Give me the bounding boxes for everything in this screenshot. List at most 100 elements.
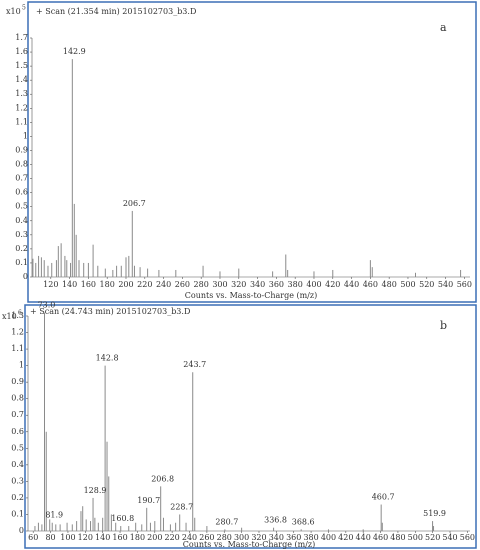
x-tick-label: 400	[306, 280, 321, 289]
x-tick-label: 220	[165, 533, 180, 542]
x-tick-label: 340	[250, 280, 265, 289]
peak-label: 280.7	[215, 517, 238, 526]
y-tick-label: 0.4	[15, 216, 28, 225]
y-tick-label: 0.8	[15, 160, 28, 169]
peak-label: 519.9	[423, 509, 446, 518]
x-tick-label: 460	[363, 280, 378, 289]
x-tick-label: 480	[390, 533, 405, 542]
y-tick-label: 0.8	[11, 394, 24, 403]
peak-label: 160.8	[111, 514, 134, 523]
peak-label: 190.7	[137, 496, 160, 505]
x-tick-label: 200	[147, 533, 162, 542]
y-tick-label: 0	[19, 526, 24, 535]
x-tick-label: 420	[338, 533, 353, 542]
peak-label: 81.9	[45, 511, 63, 520]
x-tick-label: 140	[62, 280, 77, 289]
y-exponent: 6	[18, 310, 22, 317]
y-tick-label: 0.5	[11, 443, 24, 452]
y-tick-label: 0	[23, 272, 28, 281]
x-tick-label: 560	[457, 280, 472, 289]
x-tick-label: 380	[288, 280, 303, 289]
x-tick-label: 240	[182, 533, 197, 542]
y-tick-label: 0.7	[15, 174, 28, 183]
y-tick-label: 1	[19, 361, 24, 370]
x-tick-label: 380	[303, 533, 318, 542]
x-tick-label: 560	[460, 533, 475, 542]
peak-label: 228.7	[170, 502, 193, 511]
peak-label: 336.8	[264, 516, 287, 525]
y-tick-label: 1.1	[11, 344, 24, 353]
x-tick-label: 280	[217, 533, 232, 542]
x-tick-label: 480	[382, 280, 397, 289]
x-tick-label: 80	[45, 533, 55, 542]
x-tick-label: 220	[137, 280, 152, 289]
y-multiplier: x10	[2, 312, 17, 321]
x-tick-label: 280	[194, 280, 209, 289]
chart-title: + Scan (24.743 min) 2015102703_b3.D	[30, 307, 190, 316]
y-tick-label: 0.1	[11, 509, 24, 518]
x-tick-label: 520	[419, 280, 434, 289]
y-tick-label: 1	[23, 131, 28, 140]
y-tick-label: 1.3	[15, 89, 28, 98]
x-tick-label: 320	[231, 280, 246, 289]
x-tick-label: 160	[81, 280, 96, 289]
panel-frame	[24, 304, 477, 549]
y-tick-label: 0.5	[15, 202, 28, 211]
y-tick-label: 1.1	[15, 117, 28, 126]
x-tick-label: 460	[373, 533, 388, 542]
y-tick-label: 0.6	[11, 427, 24, 436]
x-tick-label: 420	[325, 280, 340, 289]
y-tick-label: 1.3	[11, 311, 24, 320]
chart-title: + Scan (21.354 min) 2015102703_b3.D	[36, 7, 196, 16]
x-tick-label: 360	[269, 280, 284, 289]
x-tick-label: 360	[286, 533, 301, 542]
peak-label: 128.9	[84, 486, 107, 495]
x-tick-label: 340	[269, 533, 284, 542]
x-tick-label: 440	[344, 280, 359, 289]
panel-frame	[27, 1, 477, 303]
x-tick-label: 500	[400, 280, 415, 289]
x-tick-label: 240	[156, 280, 171, 289]
peak-label: 460.7	[372, 493, 395, 502]
y-tick-label: 0.1	[15, 258, 28, 267]
x-tick-label: 500	[408, 533, 423, 542]
x-tick-label: 160	[112, 533, 127, 542]
y-tick-label: 0.6	[15, 188, 28, 197]
y-exponent: 5	[22, 5, 26, 12]
y-tick-label: 0.2	[11, 493, 24, 502]
y-tick-label: 0.7	[11, 410, 24, 419]
x-tick-label: 300	[234, 533, 249, 542]
y-tick-label: 0.3	[15, 230, 28, 239]
x-tick-label: 300	[212, 280, 227, 289]
peak-label: 142.9	[63, 47, 86, 56]
x-tick-label: 180	[100, 280, 115, 289]
x-tick-label: 200	[118, 280, 133, 289]
x-tick-label: 260	[199, 533, 214, 542]
y-tick-label: 1.7	[15, 33, 28, 42]
peak-label: 368.6	[292, 517, 315, 526]
x-tick-label: 400	[321, 533, 336, 542]
peak-label: 206.8	[151, 474, 174, 483]
x-tick-label: 120	[78, 533, 93, 542]
x-tick-label: 100	[60, 533, 75, 542]
peak-label: 142.8	[96, 354, 119, 363]
y-tick-label: 1.6	[15, 47, 28, 56]
x-tick-label: 440	[356, 533, 371, 542]
y-multiplier: x10	[6, 7, 21, 16]
panel-label: a	[440, 21, 447, 34]
x-tick-label: 520	[425, 533, 440, 542]
peak-label: 73.0	[38, 301, 56, 310]
y-tick-label: 1.2	[15, 103, 28, 112]
x-axis-label: Counts vs. Mass-to-Charge (m/z)	[185, 291, 317, 300]
peak-label: 206.7	[123, 199, 146, 208]
y-tick-label: 0.4	[11, 460, 24, 469]
y-tick-label: 1.4	[15, 75, 28, 84]
x-tick-label: 120	[43, 280, 58, 289]
x-tick-label: 140	[95, 533, 110, 542]
x-tick-label: 540	[438, 280, 453, 289]
x-tick-label: 260	[175, 280, 190, 289]
x-tick-label: 540	[442, 533, 457, 542]
y-tick-label: 0.3	[11, 476, 24, 485]
panel-label: b	[440, 319, 447, 332]
